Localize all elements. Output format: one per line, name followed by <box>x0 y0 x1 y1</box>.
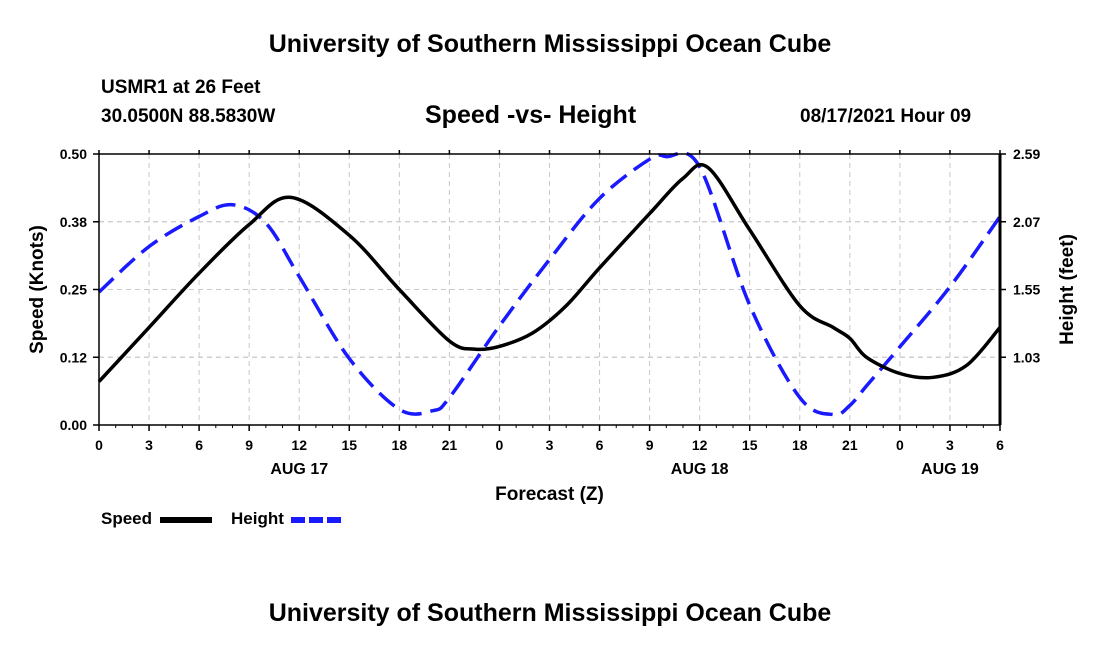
x-tick-label: 18 <box>792 437 808 453</box>
x-tick-label: 6 <box>195 437 203 453</box>
y2-axis-title: Height (feet) <box>1057 234 1078 345</box>
y2-tick-label: 1.03 <box>1013 349 1040 365</box>
x-tick-label: 15 <box>742 437 758 453</box>
y2-tick-label: 1.55 <box>1013 282 1040 298</box>
x-axis-title: Forecast (Z) <box>495 484 604 505</box>
x-tick-label: 3 <box>546 437 554 453</box>
x-tick-label: 0 <box>496 437 504 453</box>
date-label: AUG 19 <box>921 461 979 478</box>
y-tick-label: 0.00 <box>60 417 87 433</box>
date-label: AUG 17 <box>270 461 328 478</box>
x-tick-label: 12 <box>291 437 307 453</box>
footer-title: University of Southern Mississippi Ocean… <box>268 599 832 627</box>
x-tick-label: 9 <box>245 437 253 453</box>
x-tick-label: 18 <box>392 437 408 453</box>
x-tick-label: 0 <box>896 437 904 453</box>
x-tick-label: 3 <box>946 437 954 453</box>
page-title: University of Southern Mississippi Ocean… <box>268 30 832 58</box>
axes: 0 3 6 9 12 15 18 21 0 3 6 9 12 15 18 21 0 3 6 AUG 17 AUG 18 A… <box>27 146 1078 505</box>
coordinates-label: 30.0500N 88.5830W <box>101 106 276 127</box>
legend-height-label: Height <box>231 509 284 528</box>
x-tick-label: 15 <box>341 437 357 453</box>
legend-speed-label: Speed <box>101 509 153 528</box>
x-tick-label: 21 <box>442 437 458 453</box>
x-tick-label: 12 <box>692 437 708 453</box>
y-axis-title: Speed (Knots) <box>27 225 48 354</box>
forecast-datetime: 08/17/2021 Hour 09 <box>800 106 972 127</box>
grid <box>99 154 1000 425</box>
y2-tick-label: 2.59 <box>1013 146 1040 162</box>
station-label: USMR1 at 26 Feet <box>101 77 261 98</box>
x-tick-label: 6 <box>996 437 1004 453</box>
x-tick-label: 21 <box>842 437 858 453</box>
y-tick-label: 0.50 <box>60 146 87 162</box>
y-tick-label: 0.25 <box>60 282 87 298</box>
series-speed-line <box>97 162 1002 383</box>
series-layer <box>97 151 1002 417</box>
series-height-line <box>97 151 1002 417</box>
y-tick-label: 0.38 <box>60 214 87 230</box>
x-tick-label: 0 <box>95 437 103 453</box>
y2-tick-label: 2.07 <box>1013 214 1040 230</box>
x-tick-label: 3 <box>145 437 153 453</box>
date-label: AUG 18 <box>671 461 729 478</box>
x-tick-label: 9 <box>646 437 654 453</box>
x-tick-label: 6 <box>596 437 604 453</box>
chart-title: Speed -vs- Height <box>425 101 637 129</box>
y-tick-label: 0.12 <box>60 349 87 365</box>
